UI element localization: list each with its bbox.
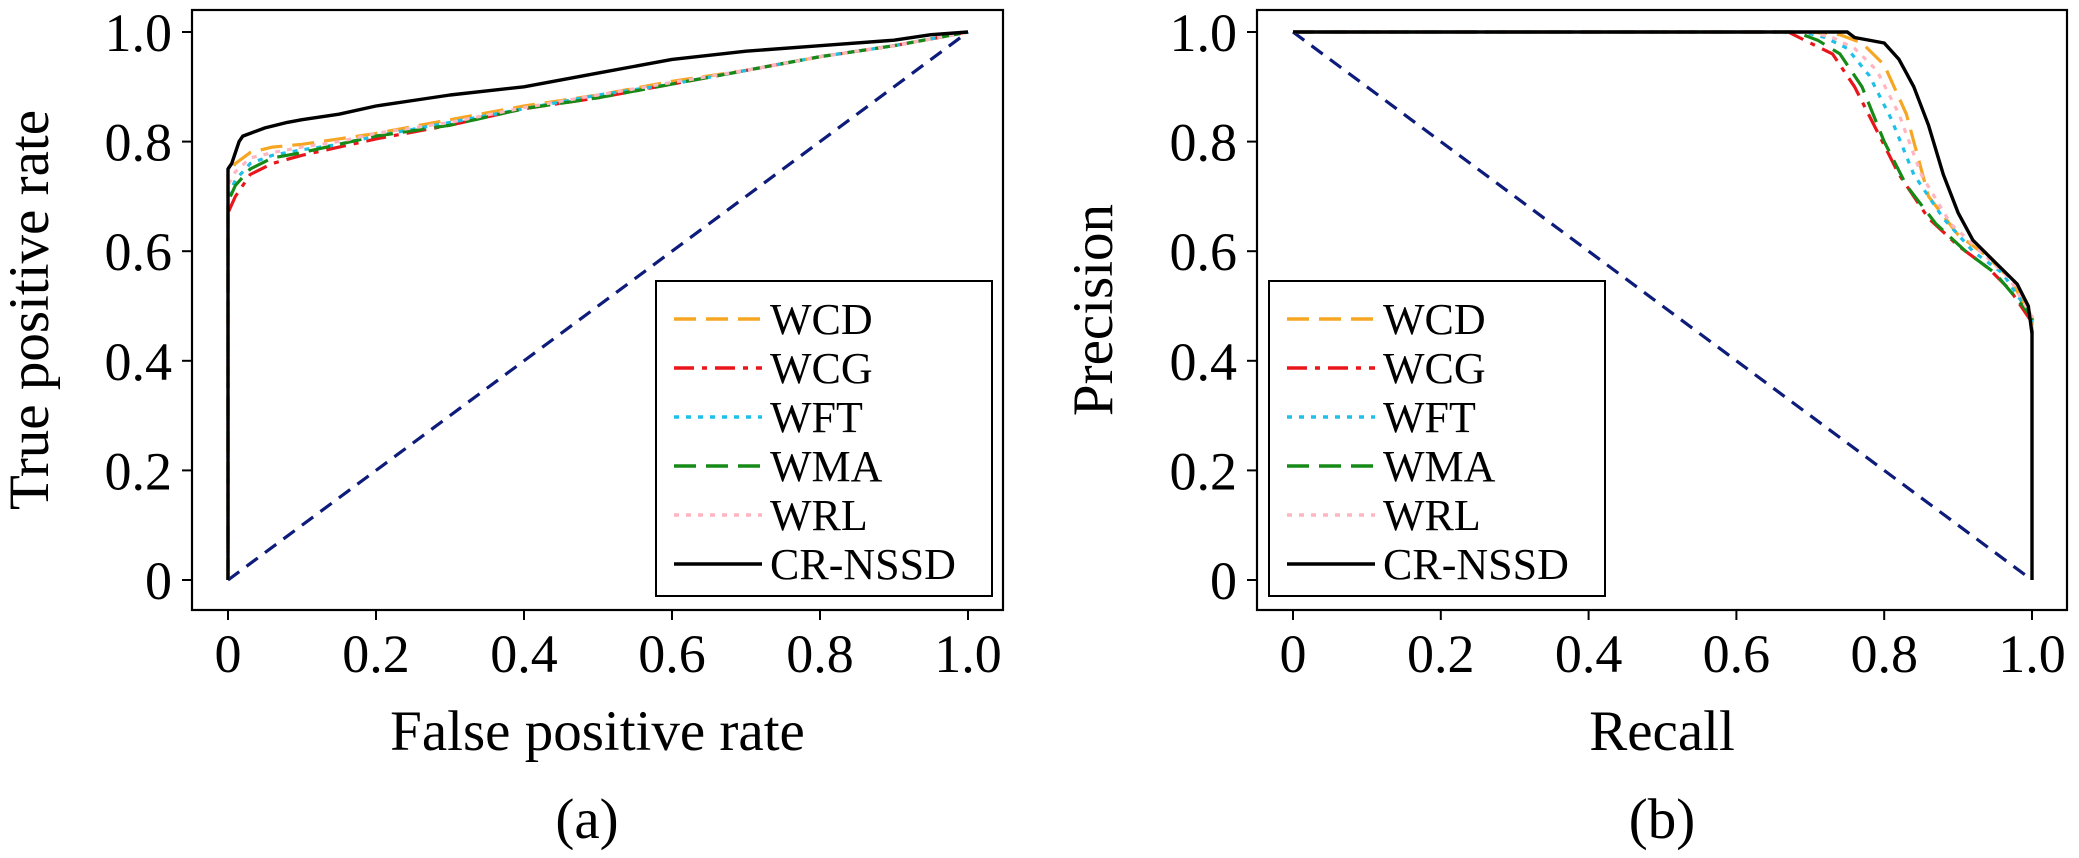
x-tick-label-b: 0.4 [1555,624,1623,684]
chance-line-b [1292,30,2033,582]
legend-label-wma-b: WMA [1383,442,1496,491]
series-line-wft-a [226,30,969,580]
y-axis-label-a: True positive rate [0,110,61,510]
x-tick-label-a: 0.2 [342,624,410,684]
y-tick-label-a: 0 [145,551,172,611]
y-tick-label-b: 0.8 [1170,113,1238,173]
x-tick-label-a: 1.0 [934,624,1002,684]
legend-label-wft-b: WFT [1383,393,1476,442]
legend-label-cr-nssd-a: CR-NSSD [770,540,956,589]
plot-frame-a [190,8,1005,612]
legend-label-wcd-b: WCD [1383,295,1486,344]
series-line-wrl-a [226,30,969,580]
legend-label-wft-a: WFT [770,393,863,442]
legend-label-cr-nssd-b: CR-NSSD [1383,540,1569,589]
y-tick-label-a: 1.0 [105,3,173,63]
series-line-cr-nssd-b [1293,30,2034,580]
x-tick-label-a: 0.4 [490,624,558,684]
plot-frame-b [1255,8,2069,612]
x-axis-label-a: False positive rate [390,700,805,763]
x-tick-label-b: 0 [1280,624,1307,684]
legend-label-wma-a: WMA [770,442,883,491]
legend-box-b [1268,280,1606,597]
series-line-wrl-b [1293,30,2034,334]
y-tick-label-b: 0.2 [1170,441,1238,501]
legend-box-a [655,280,993,597]
x-tick-label-b: 1.0 [1998,624,2066,684]
y-tick-label-a: 0.2 [105,441,173,501]
series-line-cr-nssd-a [226,30,969,580]
y-tick-label-b: 1.0 [1170,3,1238,63]
y-tick-label-a: 0.6 [105,222,173,282]
y-tick-label-b: 0 [1210,551,1237,611]
legend-label-wcd-a: WCD [770,295,873,344]
x-axis-label-b: Recall [1589,700,1735,763]
series-line-wma-b [1293,30,2034,334]
chance-line-a [227,30,969,582]
panel-caption-b: (b) [1629,788,1695,851]
x-tick-label-a: 0 [215,624,242,684]
x-tick-label-b: 0.6 [1703,624,1771,684]
chart-panel-b: 0 0.2 0.4 0.6 0.8 1.0 0 0.2 0.4 0.6 0.8 1.0 Recall Pr… [1062,3,2069,851]
legend-label-wcg-b: WCG [1383,344,1486,393]
legend-label-wrl-b: WRL [1383,491,1481,540]
y-tick-label-b: 0.4 [1170,332,1238,392]
x-tick-label-a: 0.8 [786,624,854,684]
x-tick-label-b: 0.8 [1850,624,1918,684]
y-tick-label-a: 0.8 [105,113,173,173]
y-tick-label-a: 0.4 [105,332,173,392]
chart-panel-a: 0 0.2 0.4 0.6 0.8 1.0 0 0.2 0.4 0.6 0.8 1.0 False po… [0,3,1005,851]
series-line-wft-b [1293,30,2034,334]
y-tick-label-b: 0.6 [1170,222,1238,282]
y-axis-label-b: Precision [1062,204,1125,416]
x-tick-label-b: 0.2 [1407,624,1475,684]
x-tick-label-a: 0.6 [638,624,706,684]
panel-caption-a: (a) [555,788,618,851]
legend-label-wcg-a: WCG [770,344,873,393]
legend-label-wrl-a: WRL [770,491,868,540]
